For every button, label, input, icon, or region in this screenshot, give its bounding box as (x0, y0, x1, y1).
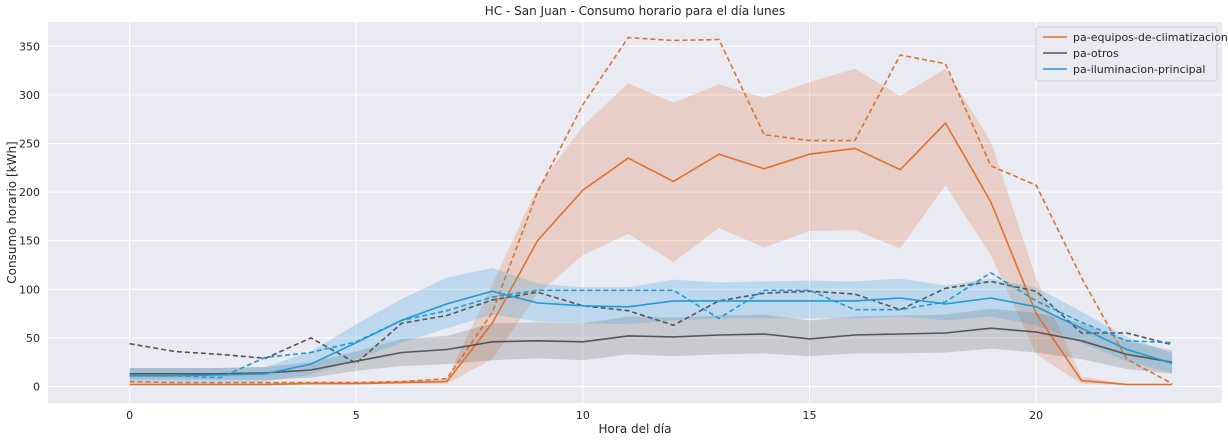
plot-background (48, 22, 1222, 403)
band-pa-iluminacion-principal (129, 267, 1173, 383)
x-tick-label: 0 (126, 409, 133, 422)
dashed-line-pa-otros (129, 280, 1173, 365)
legend-box (1035, 26, 1218, 82)
x-tick-label: 20 (1029, 409, 1043, 422)
y-tick-label: 100 (19, 283, 40, 296)
x-tick-label: 15 (803, 409, 817, 422)
y-tick-label: 250 (19, 137, 40, 150)
y-axis-label: Consumo horario [kWh] (5, 141, 19, 283)
y-tick-label: 0 (33, 380, 40, 393)
dashed-line-pa-equipos-de-climatizacion (129, 36, 1173, 385)
series-lines (129, 36, 1173, 386)
y-tick-label: 350 (19, 40, 40, 53)
grid (48, 22, 1222, 403)
line-pa-otros (129, 327, 1173, 375)
x-tick-label: 10 (576, 409, 590, 422)
legend-entry: pa-otros (1073, 47, 1119, 60)
chart-title: HC - San Juan - Consumo horario para el … (485, 4, 785, 18)
x-tick-label: 5 (353, 409, 360, 422)
band-pa-otros (129, 308, 1173, 380)
line-pa-iluminacion-principal (129, 290, 1173, 377)
y-tick-label: 150 (19, 235, 40, 248)
dashed-line-pa-iluminacion-principal (129, 271, 1173, 379)
line-pa-equipos-de-climatizacion (129, 121, 1173, 386)
legend-entry: pa-iluminacion-principal (1073, 63, 1205, 76)
band-pa-equipos-de-climatizacion (129, 68, 1173, 386)
legend-entry: pa-equipos-de-climatizacion (1073, 31, 1228, 44)
y-tick-label: 300 (19, 89, 40, 102)
y-tick-label: 200 (19, 186, 40, 199)
confidence-bands (129, 68, 1173, 386)
x-axis-label: Hora del día (599, 422, 672, 436)
legend: pa-equipos-de-climatizacion pa-otros pa-il… (1035, 26, 1228, 82)
y-tick-label: 50 (26, 332, 40, 345)
